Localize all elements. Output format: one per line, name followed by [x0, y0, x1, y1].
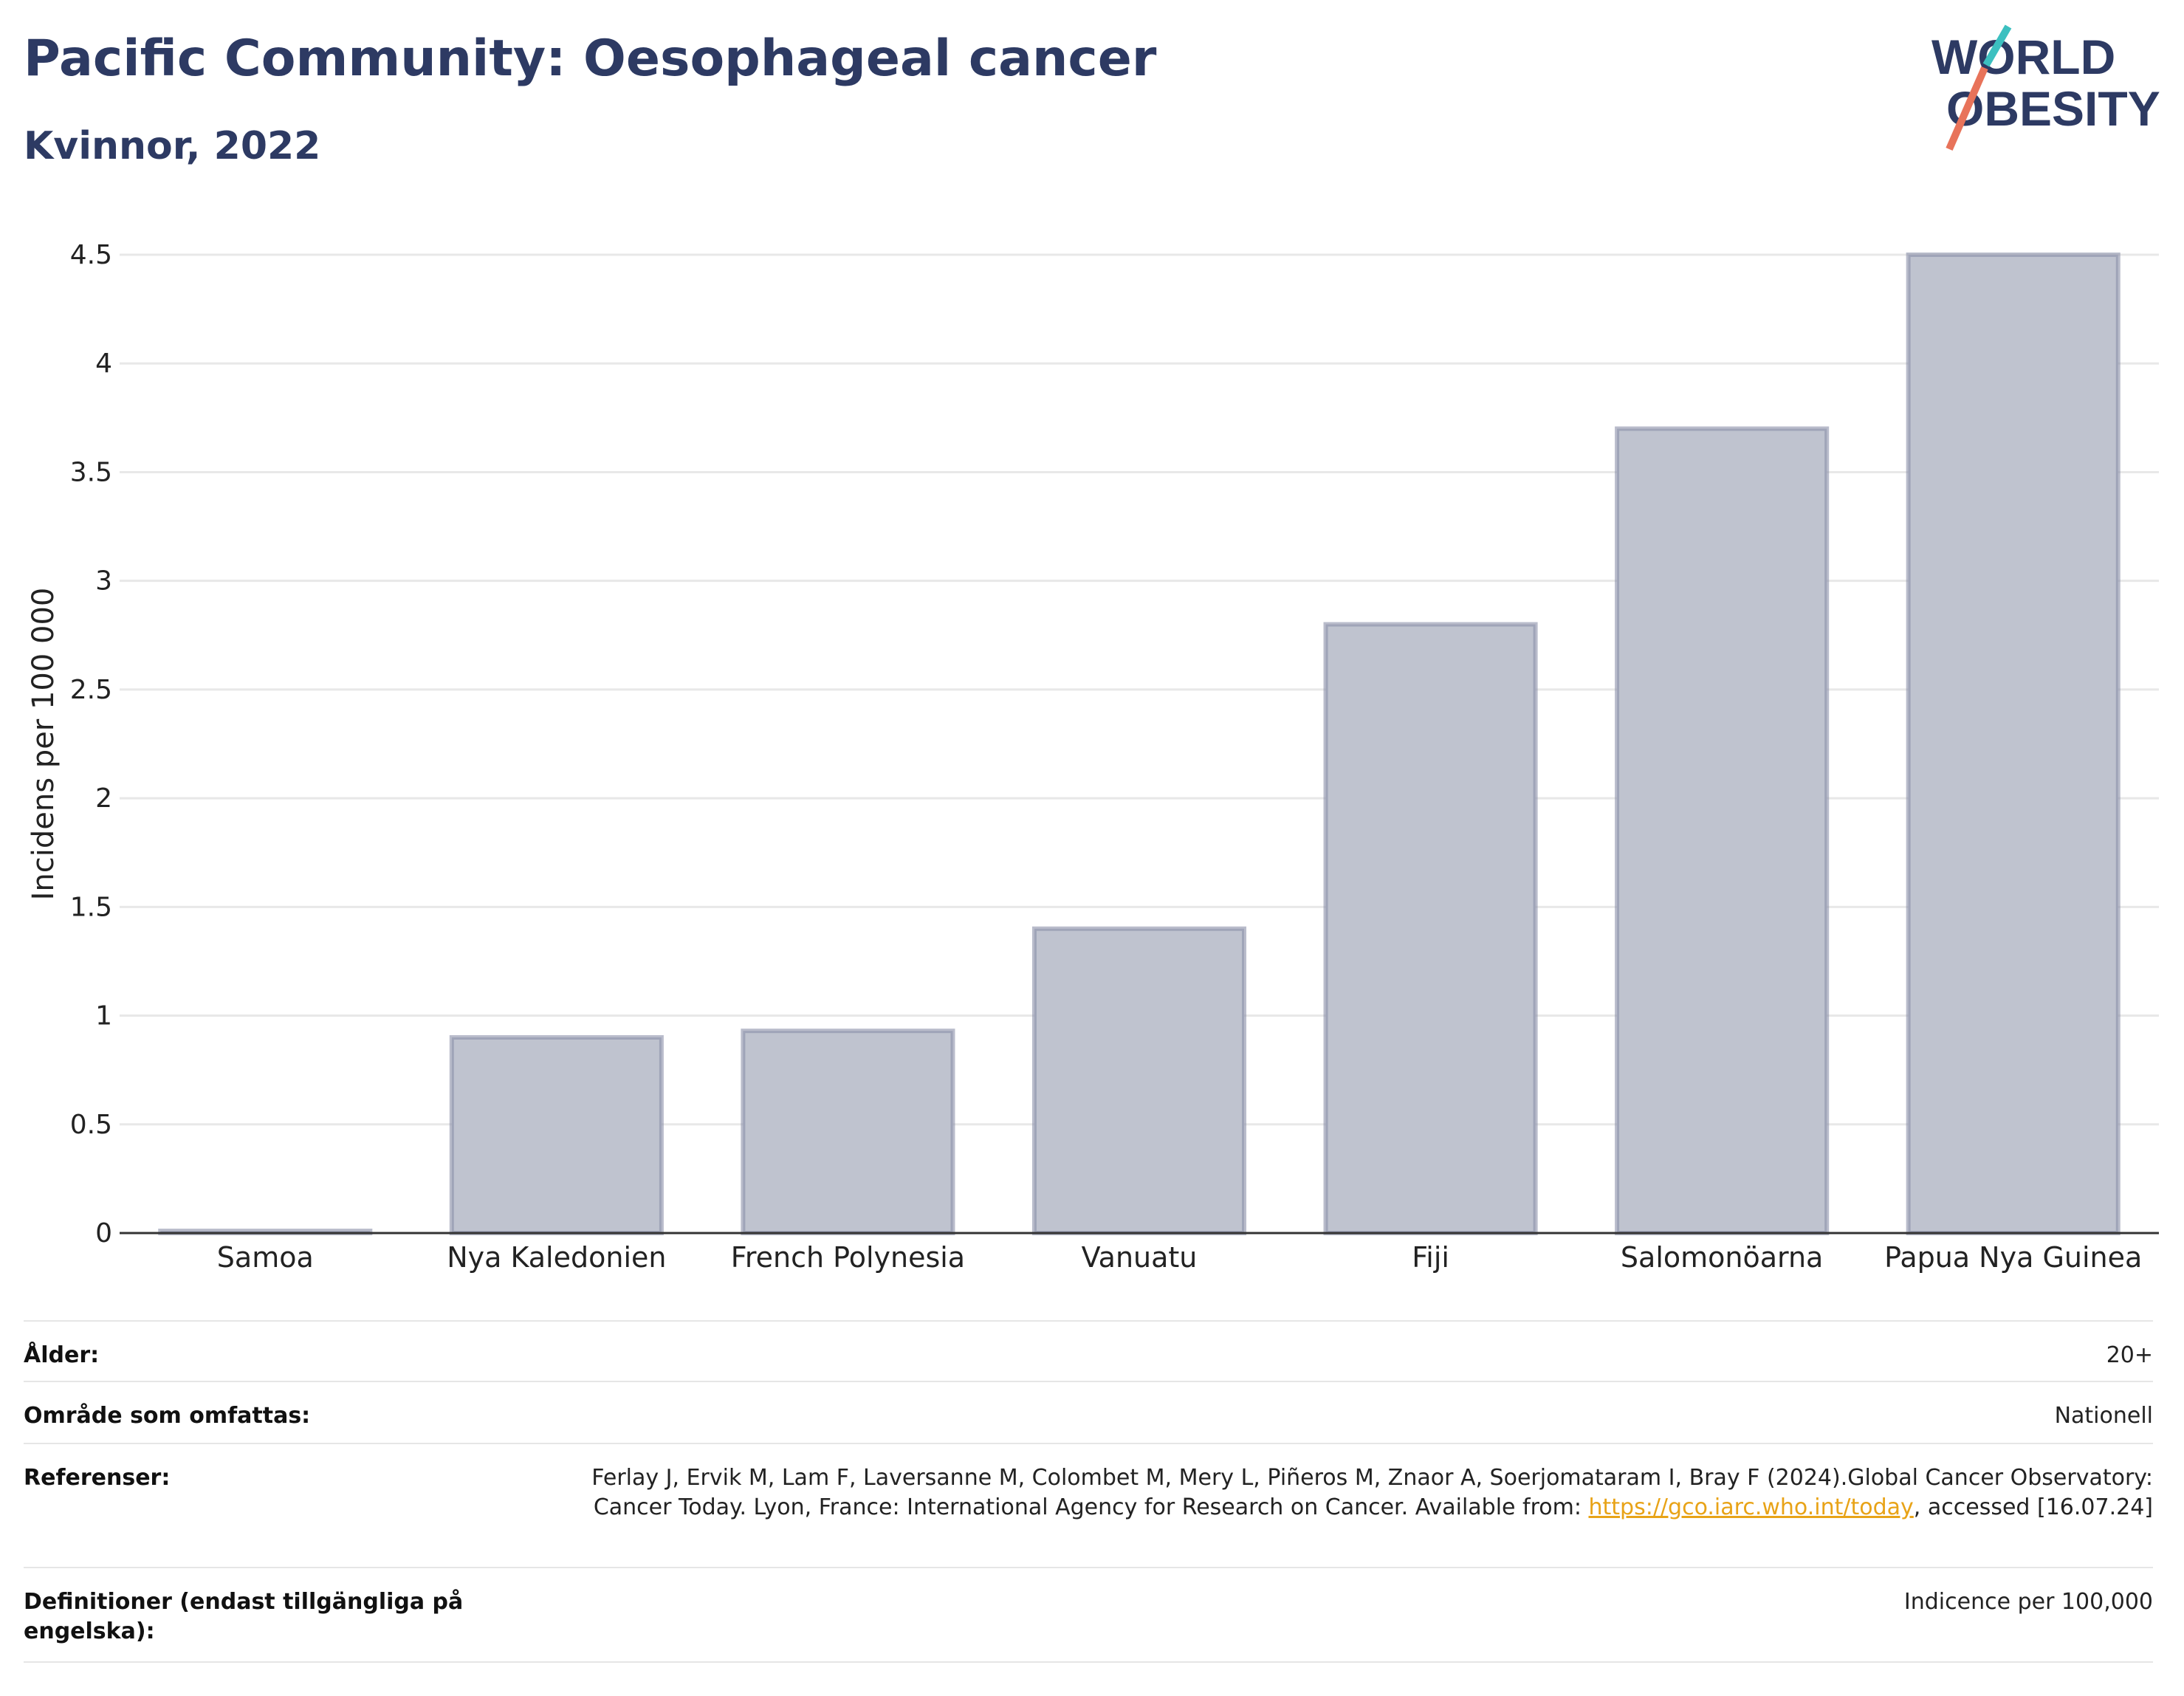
bar — [1323, 622, 1538, 1235]
logo-line1: WORLD — [1931, 30, 2115, 84]
bar — [741, 1029, 955, 1235]
area-label: Område som omfattas: — [24, 1403, 311, 1429]
meta-row-age: Ålder: 20+ — [24, 1320, 2153, 1381]
y-tick-label: 2 — [95, 783, 112, 814]
logo-line2: OBESITY — [1946, 81, 2160, 136]
chart-title: Pacific Community: Oesophageal cancer — [24, 30, 1157, 88]
references-text: Ferlay J, Ervik M, Lam F, Laversanne M, … — [591, 1465, 2153, 1520]
y-tick-label: 3 — [95, 566, 112, 597]
area-value: Nationell — [2054, 1403, 2153, 1429]
x-tick-label: Fiji — [1412, 1241, 1449, 1274]
x-tick-label: Salomonöarna — [1621, 1241, 1823, 1274]
age-value: 20+ — [2106, 1342, 2153, 1368]
y-tick-label: 4 — [95, 349, 112, 379]
meta-row-area: Område som omfattas: Nationell — [24, 1381, 2153, 1443]
bar — [1615, 426, 1830, 1235]
meta-row-definitions: Definitioner (endast tillgängliga på eng… — [24, 1567, 2153, 1663]
bar — [1031, 926, 1247, 1236]
y-tick-label: 3.5 — [70, 457, 112, 487]
references-label: Referenser: — [24, 1465, 171, 1491]
definitions-label: Definitioner (endast tillgängliga på eng… — [24, 1589, 464, 1644]
bar — [449, 1035, 664, 1235]
y-tick-label: 0 — [95, 1218, 112, 1249]
y-tick-label: 1.5 — [70, 892, 112, 922]
y-axis-label: Incidens per 100 000 — [27, 588, 61, 901]
x-tick-label: Samoa — [217, 1241, 314, 1274]
y-tick-label: 4.5 — [70, 240, 112, 270]
references-value: Ferlay J, Ervik M, Lam F, Laversanne M, … — [529, 1444, 2153, 1522]
y-tick-label: 1 — [95, 1001, 112, 1031]
bar — [1906, 253, 2121, 1235]
x-tick-label: French Polynesia — [731, 1241, 965, 1274]
metadata-table: Ålder: 20+ Område som omfattas: Nationel… — [24, 1320, 2153, 1663]
y-tick-label: 2.5 — [70, 675, 112, 705]
x-tick-label: Vanuatu — [1082, 1241, 1198, 1274]
y-tick-label: 0.5 — [70, 1110, 112, 1140]
logo-slash-teal — [1982, 24, 2012, 67]
chart-subtitle: Kvinnor, 2022 — [24, 124, 321, 168]
x-tick-label: Nya Kaledonien — [447, 1241, 666, 1274]
world-obesity-logo: WORLD OBESITY — [1931, 24, 2160, 151]
logo-slash-coral — [1946, 66, 1988, 151]
x-tick-label: Papua Nya Guinea — [1884, 1241, 2142, 1274]
definitions-value: Indicence per 100,000 — [1903, 1589, 2153, 1615]
references-link[interactable]: https://gco.iarc.who.int/today — [1588, 1494, 1914, 1520]
references-accessed: , accessed [16.07.24] — [1913, 1494, 2153, 1520]
bar-chart: 0 0.5 1 1.5 2 2.5 3 3.5 4 4.5 Samoa Nya Kaledonien F… — [27, 240, 2159, 1274]
meta-row-references: Referenser: Ferlay J, Ervik M, Lam F, La… — [24, 1443, 2153, 1567]
age-label: Ålder: — [24, 1342, 100, 1368]
